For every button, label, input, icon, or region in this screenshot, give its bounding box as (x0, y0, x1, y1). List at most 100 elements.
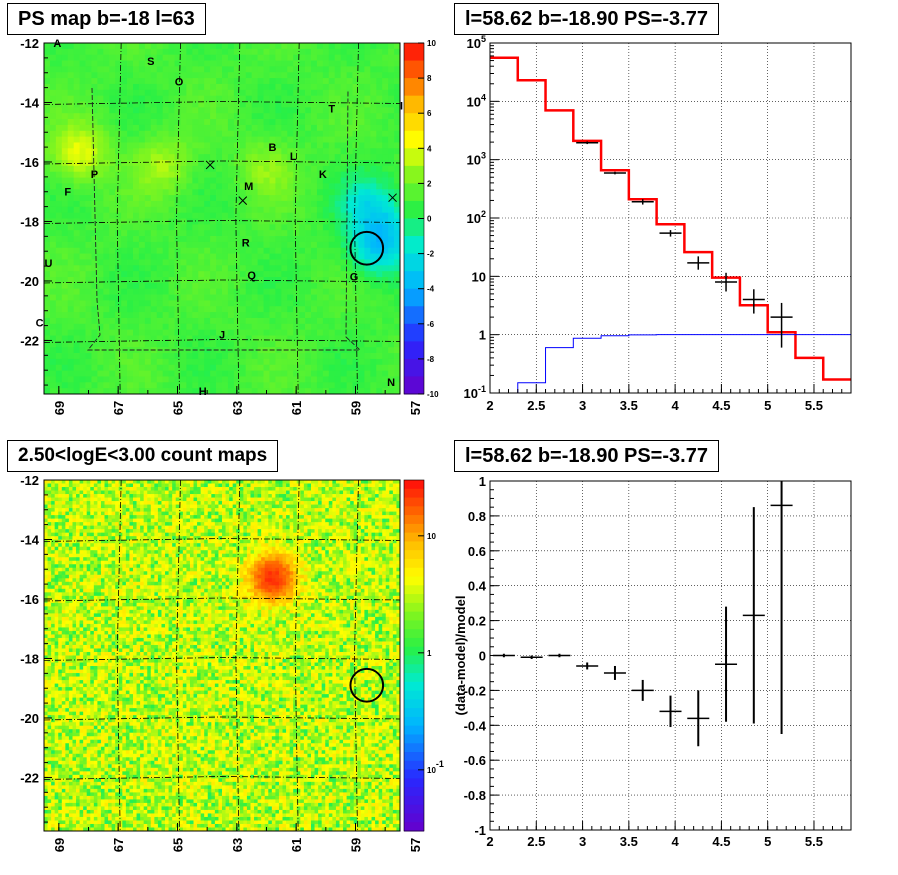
cross-marker (205, 160, 215, 170)
y-tick-label: -0.4 (464, 718, 487, 733)
map-ticks (44, 479, 416, 831)
x-tick-label: 3 (579, 398, 586, 413)
source-label-h: H (199, 386, 207, 398)
colorbar-tick-label: 1 (427, 649, 432, 658)
colorbar-tick-label: 10 (427, 532, 436, 541)
x-tick-label: 61 (289, 838, 304, 852)
y-tick-label: 0 (479, 649, 486, 664)
y-tick-label: 10 (472, 269, 486, 284)
y-tick-label: -22 (20, 770, 39, 785)
x-tick-label: 3.5 (620, 834, 638, 849)
x-tick-label: 4.5 (712, 398, 730, 413)
y-tick-label: 0.2 (468, 614, 486, 629)
map-pixels (44, 480, 401, 832)
map-bottom-title: 2.50<logE<3.00 count maps (7, 440, 279, 472)
x-tick-label: 63 (230, 838, 245, 852)
model-step-line (490, 56, 851, 381)
x-tick-label: 2 (486, 398, 493, 413)
x-tick-label: 3.5 (620, 398, 638, 413)
spectrum-bottom-title: l=58.62 b=-18.90 PS=-3.77 (454, 440, 719, 472)
colorbar-tick-label: -2 (427, 250, 435, 259)
y-tick-label: -0.6 (464, 753, 486, 768)
colorbar-tick-label: 0 (427, 215, 432, 224)
y-tick-label: 104 (467, 92, 486, 109)
source-label-p: P (91, 169, 98, 181)
map-grid (43, 42, 401, 395)
colorbar-tick-label: 6 (427, 109, 432, 118)
spectrum-panel: 2 2.5 3 3.5 4 4.5 5 5.5 10-1 1 10 102 103 104 105 (464, 34, 852, 413)
colorbar-tick-label: -6 (427, 320, 435, 329)
map-grid (43, 479, 401, 832)
y-tick-label: 1 (479, 328, 486, 343)
map-frame (43, 42, 401, 395)
survey-outline (87, 87, 362, 351)
map-frame (43, 479, 401, 832)
x-tick-label: 59 (349, 401, 364, 415)
x-tick-label: 59 (349, 838, 364, 852)
source-label-r: R (242, 237, 250, 249)
source-label-m: M (244, 181, 253, 193)
y-tick-label: 0.6 (468, 544, 486, 559)
y-tick-label: -18 (20, 651, 39, 666)
x-tick-label: 65 (171, 838, 186, 852)
source-label-f: F (64, 187, 71, 199)
y-tick-label: -22 (20, 333, 39, 348)
y-tick-label: -16 (20, 592, 39, 607)
source-label-l: L (290, 151, 297, 163)
x-tick-label: 3 (579, 834, 586, 849)
y-tick-label: 105 (467, 34, 486, 51)
colorbar-tick-label: -8 (427, 355, 435, 364)
source-label-j: J (219, 330, 225, 342)
x-tick-label: 5.5 (805, 398, 823, 413)
source-label-g: G (350, 272, 359, 284)
y-tick-label: -0.8 (464, 788, 486, 803)
colorbar-tick-label: 4 (427, 144, 432, 153)
residual-grid (489, 480, 851, 831)
y-tick-label: 0.8 (468, 509, 486, 524)
source-label-i: I (400, 100, 403, 112)
y-tick-label: 103 (467, 151, 486, 168)
source-label-n: N (387, 377, 395, 389)
x-tick-label: 4.5 (712, 834, 730, 849)
cross-marker (388, 193, 397, 203)
cross-marker (238, 196, 248, 206)
x-tick-label: 57 (408, 838, 423, 852)
x-tick-label: 67 (111, 401, 126, 415)
source-label-q: Q (247, 270, 256, 282)
spectrum-top-title: l=58.62 b=-18.90 PS=-3.77 (454, 3, 719, 35)
x-tick-label: 63 (230, 401, 245, 415)
colorbar-tick-label: 10 (427, 39, 436, 48)
source-label-b: B (268, 142, 276, 154)
x-tick-label: 2.5 (527, 834, 545, 849)
colorbar-tick-label: 2 (427, 179, 432, 188)
x-tick-label: 4 (672, 834, 680, 849)
y-axis-label: (data-model)/model (453, 596, 468, 716)
map-top-title: PS map b=-18 l=63 (7, 3, 206, 35)
colorbar-tick-label: 8 (427, 74, 432, 83)
y-tick-label: 0.4 (468, 579, 487, 594)
selected-source-circle (349, 230, 385, 266)
y-tick-label: -20 (20, 711, 39, 726)
x-tick-label: 2.5 (527, 398, 545, 413)
y-tick-label: 102 (467, 209, 486, 226)
y-tick-label: -18 (20, 214, 39, 229)
source-label-s: S (147, 56, 154, 68)
source-label-o: O (175, 77, 184, 89)
x-tick-label: 2 (486, 834, 493, 849)
x-tick-label: 67 (111, 838, 126, 852)
y-tick-label: -14 (20, 532, 40, 547)
source-label-k: K (319, 169, 327, 181)
x-tick-label: 69 (52, 838, 67, 852)
y-tick-label: 10-1 (464, 384, 486, 401)
spectrum-grid (489, 42, 851, 394)
y-tick-label: -1 (474, 823, 486, 838)
source-label-c: C (36, 318, 44, 330)
colorbar: 10 8 6 4 2 0 -2 -4 -6 -8 -10 (403, 39, 439, 399)
y-tick-label: -14 (20, 95, 40, 110)
y-tick-label: -20 (20, 274, 39, 289)
y-tick-label: -16 (20, 155, 39, 170)
y-tick-label: -0.2 (464, 683, 486, 698)
source-label-u: U (44, 258, 52, 270)
colorbar-tick-label: -4 (427, 285, 435, 294)
x-tick-label: 61 (289, 401, 304, 415)
